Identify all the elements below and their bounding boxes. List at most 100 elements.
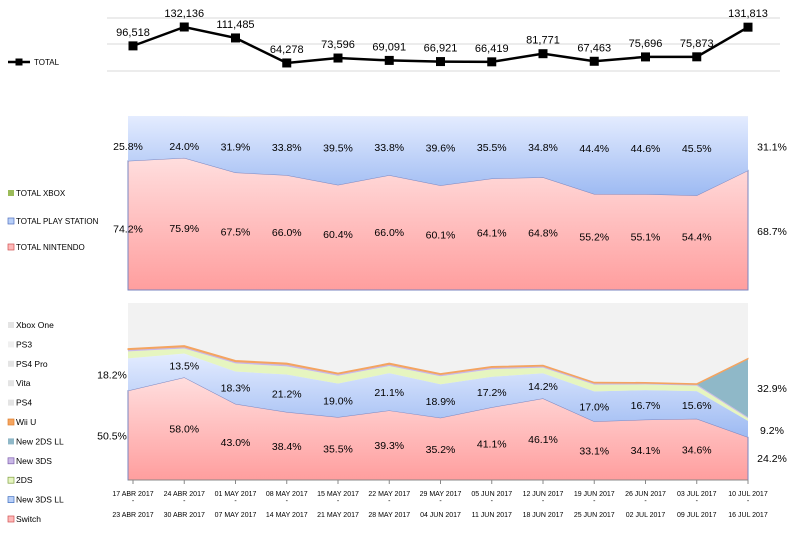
x-tick-label: 24 ABR 2017 [164,491,205,498]
x-tick-label: 18 JUN 2017 [523,512,564,519]
legend-label: Vita [16,378,31,388]
legend-label: New 3DS LL [16,495,64,505]
data-label: 73,596 [321,39,355,51]
x-tick-label: 03 JUL 2017 [677,491,717,498]
data-label: 34.6% [682,444,712,456]
legend-label: PS4 [16,398,32,408]
total-marker [589,56,599,66]
x-tick-label: 30 ABR 2017 [164,512,205,519]
data-label: 14.2% [528,381,558,393]
data-label: 13.5% [169,360,199,372]
area-new-3ds-ll [128,353,748,438]
total-marker [384,55,394,65]
data-label: 55.1% [631,231,661,243]
data-label: 60.4% [323,229,353,241]
area-wii-u [127,345,749,385]
data-label: 81,771 [526,35,560,47]
data-label: 75,873 [680,38,714,50]
data-label: 67,463 [577,42,611,54]
data-label: 33.1% [579,446,609,458]
legend-swatch [8,438,14,445]
data-label: 31.9% [221,142,251,154]
legend-swatch [7,243,15,251]
data-label: 66,419 [475,43,509,55]
data-label: 24.2% [757,453,787,465]
legend-label: PS4 Pro [16,359,48,369]
data-label: 18.9% [426,396,456,408]
total-marker [282,58,292,68]
data-label: 25.8% [113,141,143,153]
x-tick-separator: - [183,498,186,505]
x-tick-separator: - [286,498,289,505]
legend-label: New 2DS LL [16,436,64,446]
data-label: 111,485 [216,19,254,31]
legend-swatch [7,476,15,484]
x-tick-label: 07 MAY 2017 [215,512,257,519]
total-marker [436,57,445,67]
data-label: 58.0% [169,424,199,436]
data-label: 44.4% [579,143,609,155]
area-total-nintendo [127,157,749,291]
total-marker [487,57,497,67]
x-tick-label: 08 MAY 2017 [266,491,308,498]
legend-swatch [8,399,14,406]
total-marker [179,22,189,32]
data-label: 9.2% [760,425,784,437]
x-tick-label: 09 JUL 2017 [677,512,717,519]
x-tick-separator: - [234,498,237,505]
data-label: 69,091 [372,41,406,53]
x-tick-label: 26 JUN 2017 [625,491,666,498]
x-tick-label: 15 MAY 2017 [317,491,359,498]
data-label: 18.3% [221,383,251,395]
x-tick-separator: - [132,498,135,505]
data-label: 18.2% [97,370,127,382]
data-label: 39.6% [426,142,456,154]
x-tick-separator: - [593,498,596,505]
data-label: 35.5% [477,142,507,154]
data-label: 75,696 [629,38,663,50]
data-label: 35.5% [323,444,353,456]
x-tick-label: 04 JUN 2017 [420,512,461,519]
data-label: 38.4% [272,441,302,453]
data-label: 64.1% [477,228,507,240]
data-label: 24.0% [169,141,199,153]
data-label: 17.0% [579,401,609,413]
legend-label: 2DS [16,475,33,485]
data-label: 64,278 [270,44,304,56]
legend-label: New 3DS [16,456,52,466]
data-label: 43.0% [221,437,251,449]
x-tick-label: 16 JUL 2017 [728,512,768,519]
data-label: 21.1% [374,387,404,399]
data-label: 131,813 [728,8,768,20]
data-label: 17.2% [477,387,507,399]
data-label: 41.1% [477,439,507,451]
legend-label: TOTAL [34,58,60,67]
legend-label: TOTAL NINTENDO [16,243,85,252]
data-label: 60.1% [426,229,456,241]
x-tick-label: 29 MAY 2017 [420,491,462,498]
total-marker [333,53,343,63]
legend-swatch [8,322,14,328]
data-label: 32.9% [757,383,787,395]
data-label: 75.9% [169,223,199,235]
x-tick-label: 10 JUL 2017 [728,491,768,498]
data-label: 34.8% [528,142,558,154]
legend-label: Xbox One [16,320,54,330]
legend-swatch [8,360,14,367]
x-tick-label: 22 MAY 2017 [368,491,410,498]
data-label: 16.7% [631,400,661,412]
x-tick-label: 28 MAY 2017 [368,512,410,519]
data-label: 45.5% [682,143,712,155]
x-tick-label: 21 MAY 2017 [317,512,359,519]
data-label: 15.6% [682,400,712,412]
data-label: 35.2% [426,444,456,456]
legend-swatch [7,457,15,465]
data-label: 54.4% [682,232,712,244]
x-tick-label: 19 JUN 2017 [574,491,615,498]
data-label: 34.1% [631,445,661,457]
x-tick-separator: - [696,498,699,505]
x-tick-label: 02 JUL 2017 [626,512,666,519]
legend-label: TOTAL XBOX [16,189,66,198]
